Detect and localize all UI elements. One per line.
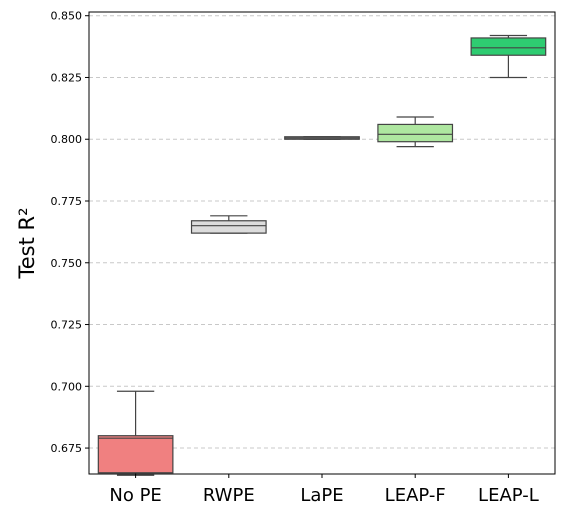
plot-frame <box>88 11 556 475</box>
y-tick-label: 0.825 <box>51 71 83 84</box>
y-tick-label: 0.850 <box>51 10 83 23</box>
y-tick-label: 0.700 <box>51 380 83 393</box>
y-tick-label: 0.800 <box>51 133 83 146</box>
x-tick-label: No PE <box>109 485 161 506</box>
iqr-box <box>470 37 547 56</box>
y-tick-label: 0.725 <box>51 319 83 332</box>
y-tick-label: 0.750 <box>51 257 83 270</box>
grid-lines <box>89 15 555 449</box>
box-group <box>470 34 547 79</box>
x-tick-label: LEAP-L <box>478 485 539 506</box>
box-group <box>284 136 360 140</box>
y-tick-label: 0.675 <box>51 442 83 455</box>
x-tick-label: LaPE <box>300 485 343 506</box>
box-group <box>190 215 267 234</box>
iqr-box <box>97 435 174 474</box>
x-tick-label: LEAP-F <box>385 485 446 506</box>
y-tick-label: 0.775 <box>51 195 83 208</box>
box-group <box>377 116 454 148</box>
x-axis-ticks: No PE RWPE LaPE LEAP-F LEAP-L <box>109 474 539 506</box>
y-axis-ticks: 0.675 0.700 0.725 0.750 0.775 0.800 0.825 0.850 <box>51 10 89 455</box>
iqr-box <box>377 123 454 143</box>
box-group <box>97 390 174 476</box>
y-axis-label: Test R² <box>15 207 39 279</box>
boxes <box>97 34 547 476</box>
iqr-box <box>190 220 267 234</box>
x-tick-label: RWPE <box>203 485 255 506</box>
